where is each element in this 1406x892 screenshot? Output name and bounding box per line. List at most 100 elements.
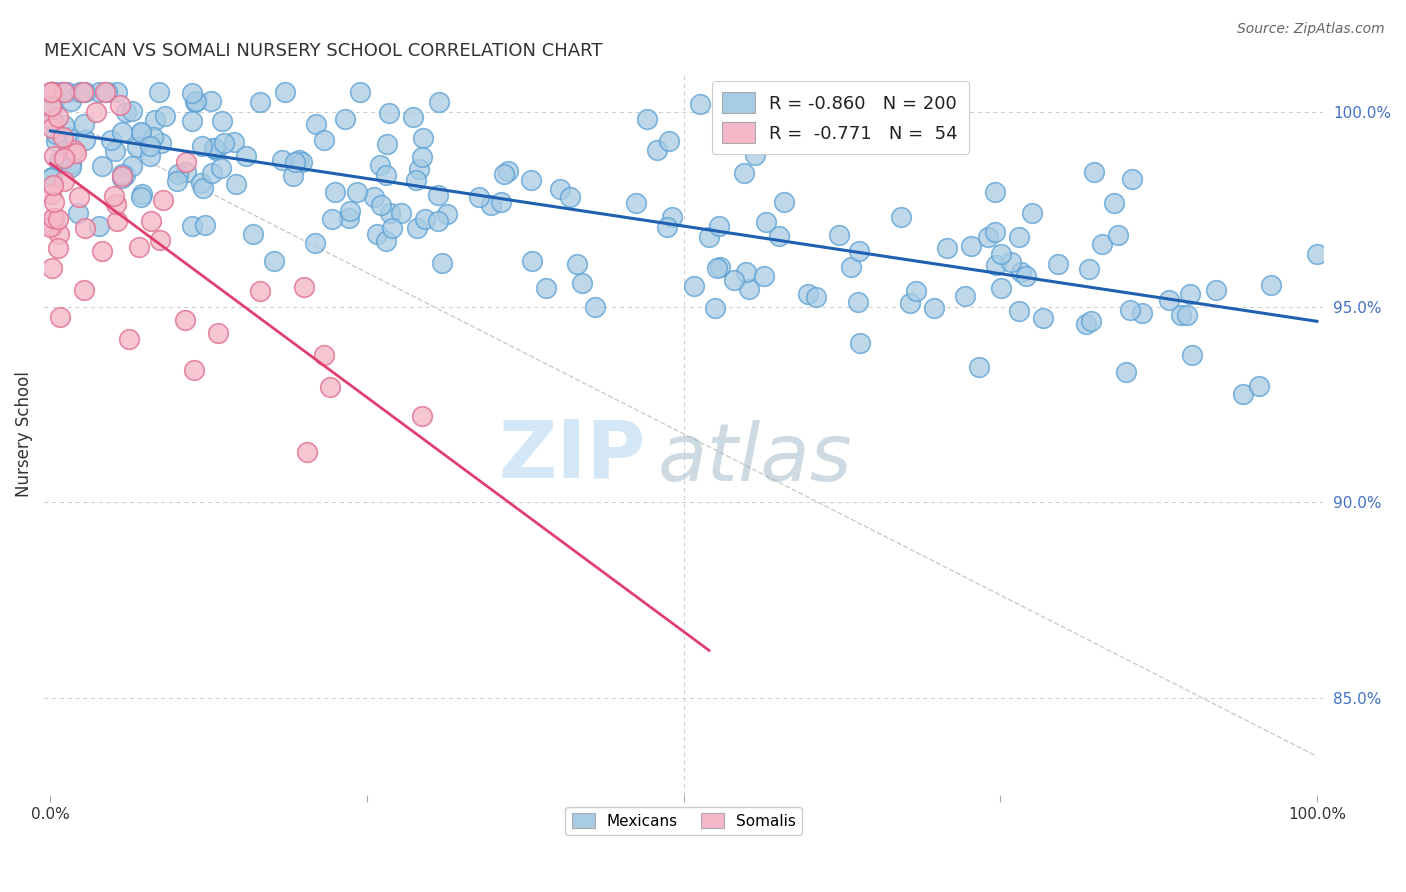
Point [41, 87, 63, 101]
Point [346, 185, 368, 199]
Point [42, 211, 65, 226]
Point [105, 85, 128, 99]
Point [125, 140, 148, 154]
Point [304, 235, 326, 250]
Point [1115, 365, 1137, 379]
Point [733, 166, 755, 180]
Point [49, 310, 72, 325]
Point [389, 205, 412, 219]
Point [520, 253, 543, 268]
Point [139, 149, 162, 163]
Point [173, 313, 195, 327]
Point [953, 289, 976, 303]
Point [335, 112, 357, 126]
Point [181, 86, 204, 100]
Point [411, 150, 433, 164]
Point [41, 186, 63, 201]
Point [52, 130, 75, 145]
Point [143, 112, 166, 127]
Point [368, 159, 391, 173]
Point [41, 113, 63, 128]
Point [190, 176, 212, 190]
Point [103, 188, 125, 202]
Point [1107, 228, 1129, 243]
Point [890, 210, 912, 224]
Point [166, 168, 188, 182]
Point [209, 161, 232, 176]
Point [288, 153, 311, 168]
Point [46, 85, 69, 99]
Point [366, 227, 388, 241]
Point [60, 160, 83, 174]
Point [52, 85, 75, 99]
Point [111, 169, 134, 183]
Point [75, 85, 97, 99]
Point [104, 197, 127, 211]
Point [645, 143, 668, 157]
Point [104, 144, 127, 158]
Point [53, 85, 76, 99]
Point [191, 139, 214, 153]
Point [773, 194, 796, 209]
Point [427, 214, 450, 228]
Point [1181, 348, 1204, 362]
Point [406, 220, 429, 235]
Point [534, 280, 557, 294]
Point [39, 220, 62, 235]
Point [111, 125, 134, 139]
Point [697, 230, 720, 244]
Point [249, 285, 271, 299]
Point [72, 85, 94, 99]
Point [66, 205, 89, 219]
Point [148, 85, 170, 99]
Point [69, 85, 91, 99]
Point [100, 133, 122, 147]
Point [489, 195, 512, 210]
Text: MEXICAN VS SOMALI NURSERY SCHOOL CORRELATION CHART: MEXICAN VS SOMALI NURSERY SCHOOL CORRELA… [44, 42, 603, 60]
Point [1076, 317, 1098, 331]
Point [41, 260, 63, 275]
Point [39, 170, 62, 185]
Legend: Mexicans, Somalis: Mexicans, Somalis [565, 806, 801, 835]
Point [349, 85, 371, 99]
Point [271, 153, 294, 167]
Point [129, 126, 152, 140]
Point [436, 207, 458, 221]
Point [752, 268, 775, 283]
Point [1102, 195, 1125, 210]
Point [222, 135, 245, 149]
Point [41, 85, 63, 99]
Point [41, 169, 63, 184]
Point [295, 445, 318, 459]
Point [46, 212, 69, 227]
Point [211, 114, 233, 128]
Point [468, 190, 491, 204]
Point [65, 146, 87, 161]
Point [959, 239, 981, 253]
Point [41, 85, 63, 99]
Point [114, 168, 136, 182]
Point [291, 155, 314, 169]
Point [426, 188, 449, 202]
Point [1157, 293, 1180, 308]
Point [142, 130, 165, 145]
Point [128, 240, 150, 254]
Point [202, 141, 225, 155]
Point [121, 104, 143, 119]
Point [1232, 387, 1254, 401]
Point [402, 110, 425, 124]
Point [682, 279, 704, 293]
Point [39, 99, 62, 113]
Point [408, 162, 430, 177]
Point [1047, 257, 1070, 271]
Point [155, 109, 177, 123]
Point [131, 187, 153, 202]
Point [90, 159, 112, 173]
Point [658, 134, 681, 148]
Point [45, 134, 67, 148]
Point [381, 221, 404, 235]
Point [828, 227, 851, 242]
Point [1175, 309, 1198, 323]
Point [312, 348, 335, 362]
Point [375, 136, 398, 151]
